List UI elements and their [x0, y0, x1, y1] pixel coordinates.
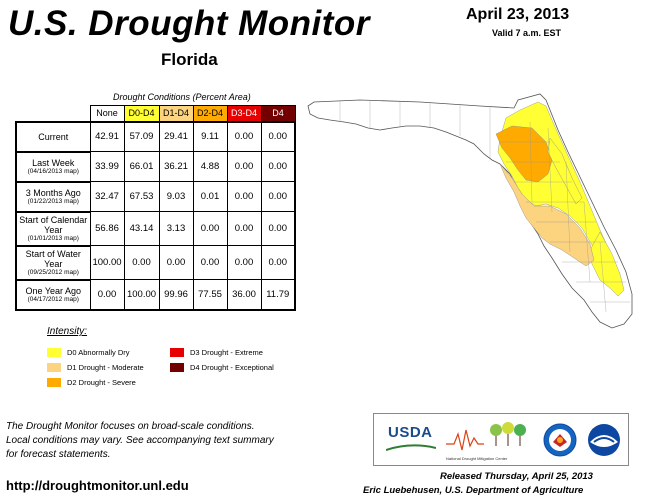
author-credit: Eric Luebehusen, U.S. Department of Agri… [363, 485, 584, 496]
doc-seal-icon [543, 423, 577, 457]
header-d0-d4: D0-D4 [123, 105, 160, 122]
table-cell: 100.00 [123, 279, 160, 311]
table-cell: 42.91 [89, 120, 125, 152]
main-title: U.S. Drought Monitor [8, 4, 370, 43]
row-label: 3 Months Ago (01/22/2013 map) [15, 180, 91, 212]
legend-swatch-d3 [170, 348, 184, 357]
table-cell: 0.01 [192, 181, 228, 212]
table-row: One Year Ago (04/17/2012 map) 0.00 100.00… [15, 278, 296, 311]
row-label: Start of Water Year (09/25/2012 map) [15, 244, 91, 280]
table-cell: 56.86 [89, 211, 125, 246]
footer-note-line: Local conditions may vary. See accompany… [6, 435, 274, 446]
table-cell: 4.88 [192, 151, 228, 182]
table-cell: 32.47 [89, 181, 125, 212]
legend-label: D2 Drought - Severe [67, 378, 136, 387]
row-label: Current [15, 120, 91, 152]
table-cell: 36.21 [158, 151, 194, 182]
table-cell: 9.03 [158, 181, 194, 212]
release-date: Released Thursday, April 25, 2013 [440, 471, 593, 482]
legend-item-d4: D4 Drought - Exceptional [170, 363, 274, 372]
noaa-logo-icon [588, 424, 620, 456]
d0-region-east-coast [547, 137, 583, 205]
table-cell: 36.00 [226, 279, 262, 311]
table-cell: 100.00 [89, 245, 125, 280]
table-cell: 0.00 [192, 211, 228, 246]
table-cell: 0.00 [260, 120, 296, 152]
table-cell: 99.96 [158, 279, 194, 311]
table-cell: 29.41 [158, 120, 194, 152]
table-caption: Drought Conditions (Percent Area) [113, 92, 251, 102]
map-date: April 23, 2013 [466, 6, 570, 23]
footer-note-line: for forecast statements. [6, 449, 111, 460]
row-label: One Year Ago (04/17/2012 map) [15, 278, 91, 311]
legend-swatch-d1 [47, 363, 61, 372]
table-cell: 0.00 [158, 245, 194, 280]
table-cell: 0.00 [260, 151, 296, 182]
table-row: 3 Months Ago (01/22/2013 map) 32.47 67.53… [15, 180, 296, 212]
legend-item-d2: D2 Drought - Severe [47, 378, 136, 387]
legend-label: D3 Drought - Extreme [190, 348, 263, 357]
table-cell: 0.00 [226, 245, 262, 280]
header-d3-d4: D3-D4 [226, 105, 262, 122]
table-cell: 33.99 [89, 151, 125, 182]
table-cell: 0.00 [226, 120, 262, 152]
table-cell: 0.00 [226, 181, 262, 212]
table-cell: 0.00 [192, 245, 228, 280]
table-cell: 3.13 [158, 211, 194, 246]
table-cell: 0.00 [260, 181, 296, 212]
legend-swatch-d2 [47, 378, 61, 387]
state-name: Florida [161, 50, 218, 69]
header-none: None [89, 105, 125, 122]
header-d1-d4: D1-D4 [158, 105, 194, 122]
d2-region-north-central [495, 125, 553, 183]
usda-logo: USDA [388, 424, 433, 441]
table-cell: 0.00 [123, 245, 160, 280]
table-cell: 67.53 [123, 181, 160, 212]
table-header-row: None D0-D4 D1-D4 D2-D4 D3-D4 D4 [16, 105, 296, 122]
table-row: Current 42.91 57.09 29.41 9.11 0.00 0.00 [15, 120, 296, 152]
row-label: Last Week (04/16/2013 map) [15, 150, 91, 182]
table-cell: 0.00 [260, 211, 296, 246]
footer-note-line: The Drought Monitor focuses on broad-sca… [6, 421, 255, 432]
usda-swoosh-icon [386, 444, 436, 451]
legend-swatch-d0 [47, 348, 61, 357]
florida-drought-map [307, 93, 633, 329]
legend-title: Intensity: [47, 326, 88, 337]
legend-item-d0: D0 Abnormally Dry [47, 348, 130, 357]
footer-note: The Drought Monitor focuses on broad-sca… [6, 420, 326, 462]
legend-item-d3: D3 Drought - Extreme [170, 348, 263, 357]
header-d4: D4 [260, 105, 296, 122]
table-cell: 0.00 [89, 279, 125, 311]
table-cell: 0.00 [226, 211, 262, 246]
table-row: Start of Calendar Year (01/01/2013 map) 5… [15, 210, 296, 246]
legend-label: D4 Drought - Exceptional [190, 363, 274, 372]
table-row: Last Week (04/16/2013 map) 33.99 66.01 36… [15, 150, 296, 182]
logo-box: USDA National Drought Mitigation Center [373, 413, 629, 466]
table-row: Start of Water Year (09/25/2012 map) 100.… [15, 244, 296, 280]
header-blank [16, 106, 90, 122]
ndmc-logo-icon [446, 422, 526, 451]
table-cell: 0.00 [260, 245, 296, 280]
drought-conditions-table: None D0-D4 D1-D4 D2-D4 D3-D4 D4 Current … [15, 105, 296, 311]
website-link[interactable]: http://droughtmonitor.unl.edu [6, 478, 189, 493]
header-d2-d4: D2-D4 [192, 105, 228, 122]
legend-label: D0 Abnormally Dry [67, 348, 130, 357]
table-cell: 0.00 [226, 151, 262, 182]
legend-item-d1: D1 Drought - Moderate [47, 363, 144, 372]
table-cell: 57.09 [123, 120, 160, 152]
county-lines [339, 100, 630, 313]
table-cell: 43.14 [123, 211, 160, 246]
row-label: Start of Calendar Year (01/01/2013 map) [15, 210, 91, 246]
table-cell: 11.79 [260, 279, 296, 311]
valid-time: Valid 7 a.m. EST [492, 28, 562, 38]
ndmc-logo-text: National Drought Mitigation Center [446, 456, 508, 461]
table-cell: 77.55 [192, 279, 228, 311]
legend-swatch-d4 [170, 363, 184, 372]
table-cell: 66.01 [123, 151, 160, 182]
table-cell: 9.11 [192, 120, 228, 152]
legend-label: D1 Drought - Moderate [67, 363, 144, 372]
